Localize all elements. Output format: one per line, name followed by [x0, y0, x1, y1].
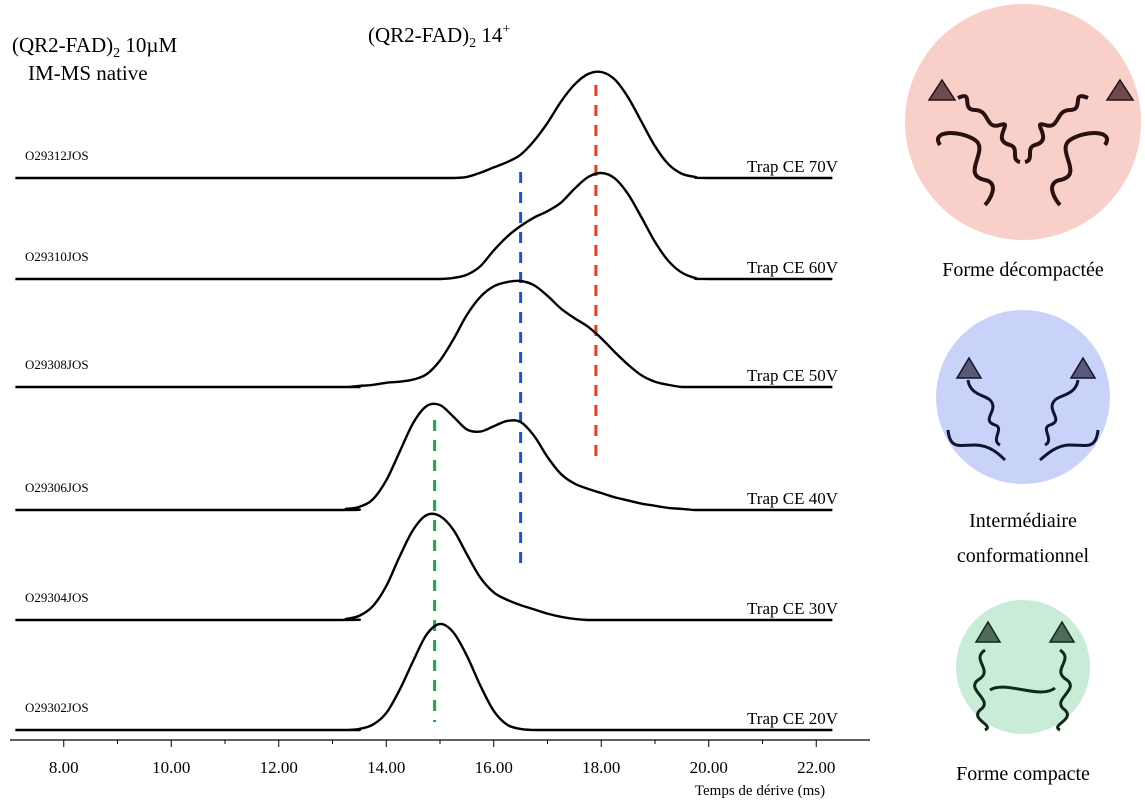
icon-compact [973, 620, 1076, 732]
file-label: O29304JOS [25, 590, 89, 605]
trace [15, 171, 833, 281]
icon-intermediate [946, 356, 1100, 462]
trace [15, 279, 833, 389]
file-label: O29308JOS [25, 357, 89, 372]
form-label: conformationnel [957, 545, 1090, 567]
forms-panel: Forme décompactée Intermédiaire conformati… [905, 4, 1141, 785]
title: (QR2-FAD)2 10µM [12, 33, 177, 61]
title-main: (QR2-FAD) [12, 33, 113, 57]
series-label: Trap CE 20V [747, 709, 839, 728]
form-circle [905, 4, 1141, 240]
series-label: Trap CE 50V [747, 366, 839, 385]
series-label: Trap CE 70V [747, 157, 839, 176]
file-label: O29310JOS [25, 249, 89, 264]
ion-sup: + [502, 22, 510, 37]
form-label: Forme décompactée [942, 259, 1104, 281]
form-label: Forme compacte [956, 763, 1090, 785]
x-tick-label: 12.00 [260, 758, 298, 777]
title-rest: 10µM [120, 33, 177, 57]
file-label: O29302JOS [25, 700, 89, 715]
title-line2: IM-MS native [28, 61, 148, 85]
trace [15, 512, 833, 622]
x-tick-label: 8.00 [49, 758, 79, 777]
form-circle [936, 310, 1110, 484]
trace [15, 622, 833, 732]
x-tick-label: 22.00 [797, 758, 835, 777]
trace [15, 70, 833, 180]
x-tick-label: 20.00 [690, 758, 728, 777]
ion-label: (QR2-FAD)2 14+ [368, 22, 510, 51]
x-tick-label: 16.00 [475, 758, 513, 777]
form-label: Intermédiaire [969, 510, 1077, 532]
x-axis-label: Temps de dérive (ms) [695, 783, 825, 799]
series-label: Trap CE 40V [747, 489, 839, 508]
icon-unfolded [927, 78, 1135, 207]
series-label: Trap CE 60V [747, 258, 839, 277]
ion-rest: 14 [476, 23, 503, 47]
file-label: O29306JOS [25, 480, 89, 495]
x-tick-label: 10.00 [152, 758, 190, 777]
x-tick-label: 14.00 [367, 758, 405, 777]
file-label: O29312JOS [25, 148, 89, 163]
ion-main: (QR2-FAD) [368, 23, 469, 47]
x-tick-label: 18.00 [582, 758, 620, 777]
series-label: Trap CE 30V [747, 599, 839, 618]
trace [15, 402, 833, 512]
ion-sub: 2 [469, 36, 476, 51]
title-sub: 2 [113, 46, 120, 61]
form-circle [956, 600, 1090, 734]
